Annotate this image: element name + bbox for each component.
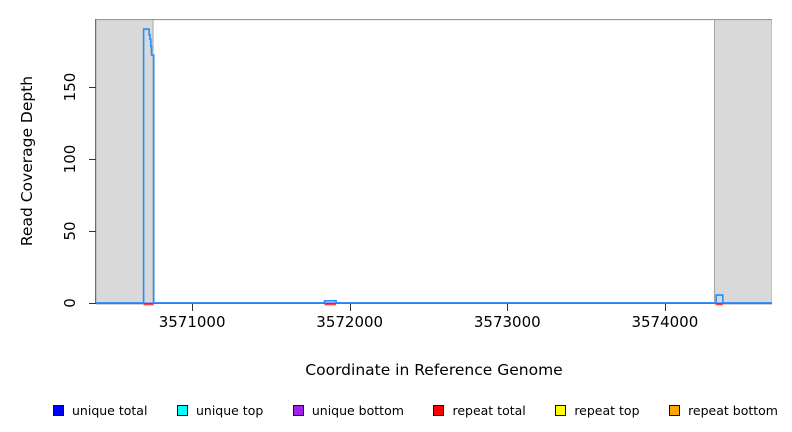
- legend-swatch-icon: [292, 404, 304, 416]
- legend-label: repeat top: [574, 402, 640, 418]
- legend-swatch-icon: [176, 404, 188, 416]
- legend-swatch-icon: [669, 404, 681, 416]
- legend-swatch-icon: [433, 404, 445, 416]
- y-tick: [89, 303, 96, 304]
- x-tick: [664, 304, 666, 311]
- legend-label: repeat total: [452, 402, 526, 418]
- legend: unique total unique top unique bottom repea…: [0, 398, 792, 422]
- y-tick: [89, 158, 96, 160]
- legend-item: unique total: [53, 403, 147, 418]
- x-tick-label: 3574000: [631, 313, 699, 331]
- x-tick-label: 3571000: [158, 313, 226, 331]
- legend-swatch-icon: [53, 404, 64, 416]
- x-tick: [192, 304, 194, 311]
- y-tick: [89, 230, 96, 232]
- y-axis-title: Read Coverage Depth: [18, 75, 36, 247]
- legend-item: repeat top: [555, 402, 640, 418]
- coverage-line: [96, 28, 772, 304]
- legend-item: repeat bottom: [669, 403, 778, 418]
- masked-region: [713, 19, 772, 305]
- y-tick-label: 50: [61, 221, 79, 241]
- legend-item: unique bottom: [292, 402, 404, 418]
- legend-label: unique total: [72, 402, 148, 418]
- legend-label: unique bottom: [311, 402, 404, 418]
- y-tick: [89, 86, 96, 88]
- x-axis-title: Coordinate in Reference Genome: [305, 361, 563, 379]
- legend-item: repeat total: [433, 402, 526, 418]
- plot-area: [96, 19, 772, 306]
- plot-canvas: [96, 19, 772, 306]
- masked-region: [96, 19, 154, 305]
- y-tick-label: 150: [61, 72, 79, 102]
- legend-item: unique top: [176, 402, 264, 418]
- x-tick-label: 3572000: [316, 313, 384, 331]
- x-tick-label: 3573000: [473, 313, 541, 331]
- legend-label: repeat bottom: [688, 402, 778, 418]
- x-tick: [507, 304, 509, 311]
- y-tick-label: 100: [61, 144, 79, 174]
- y-tick-label: 0: [61, 298, 79, 308]
- legend-swatch-icon: [555, 404, 567, 416]
- x-tick: [349, 304, 351, 311]
- legend-label: unique top: [195, 402, 264, 418]
